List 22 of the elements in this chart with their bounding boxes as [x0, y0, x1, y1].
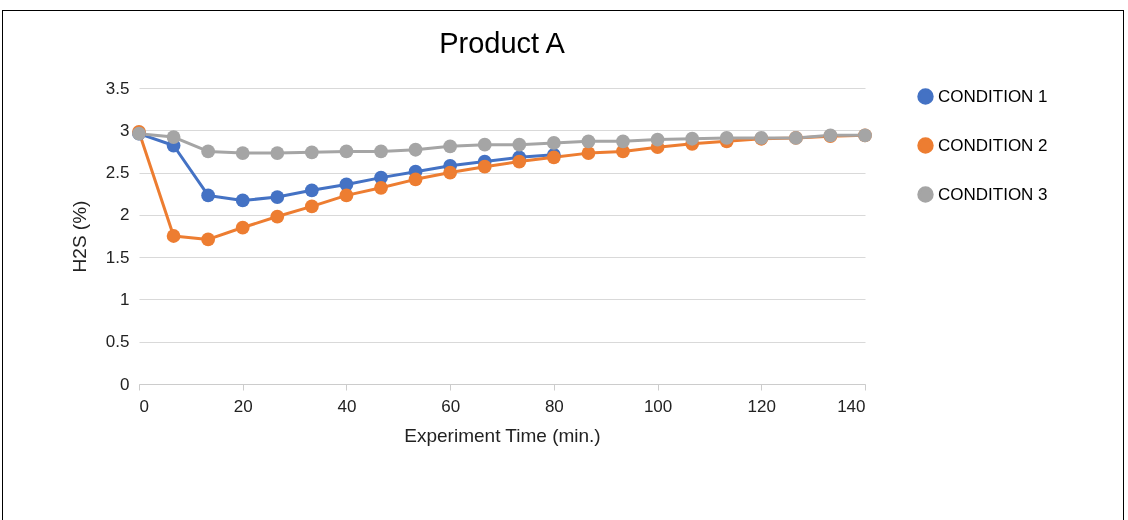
y-tick-label: 1.5 — [105, 247, 130, 267]
y-tick-label: 0 — [120, 374, 130, 394]
y-tick-label: 0.5 — [105, 332, 130, 352]
legend-label: CONDITION 1 — [938, 86, 1048, 106]
y-tick-label: 2.5 — [105, 163, 130, 183]
x-axis-title: Experiment Time (min.) — [404, 424, 601, 446]
x-tick-label: 60 — [441, 396, 461, 416]
x-tick-label: 40 — [337, 396, 357, 416]
y-tick-label: 3.5 — [105, 78, 130, 98]
x-tick-label: 120 — [747, 396, 776, 416]
y-axis-title: H2S (%) — [68, 200, 90, 273]
x-tick-label: 100 — [643, 396, 673, 416]
chart-title: Product A — [439, 27, 566, 59]
x-tick-label: 80 — [544, 396, 564, 416]
y-tick-label: 3 — [120, 120, 130, 140]
x-tick-label: 0 — [139, 396, 149, 416]
legend-label: CONDITION 3 — [938, 184, 1048, 204]
x-tick-label: 20 — [233, 396, 253, 416]
legend-label: CONDITION 2 — [938, 135, 1048, 155]
x-tick-label: 140 — [837, 396, 866, 416]
y-tick-label: 2 — [120, 205, 130, 225]
y-tick-label: 1 — [120, 289, 130, 309]
